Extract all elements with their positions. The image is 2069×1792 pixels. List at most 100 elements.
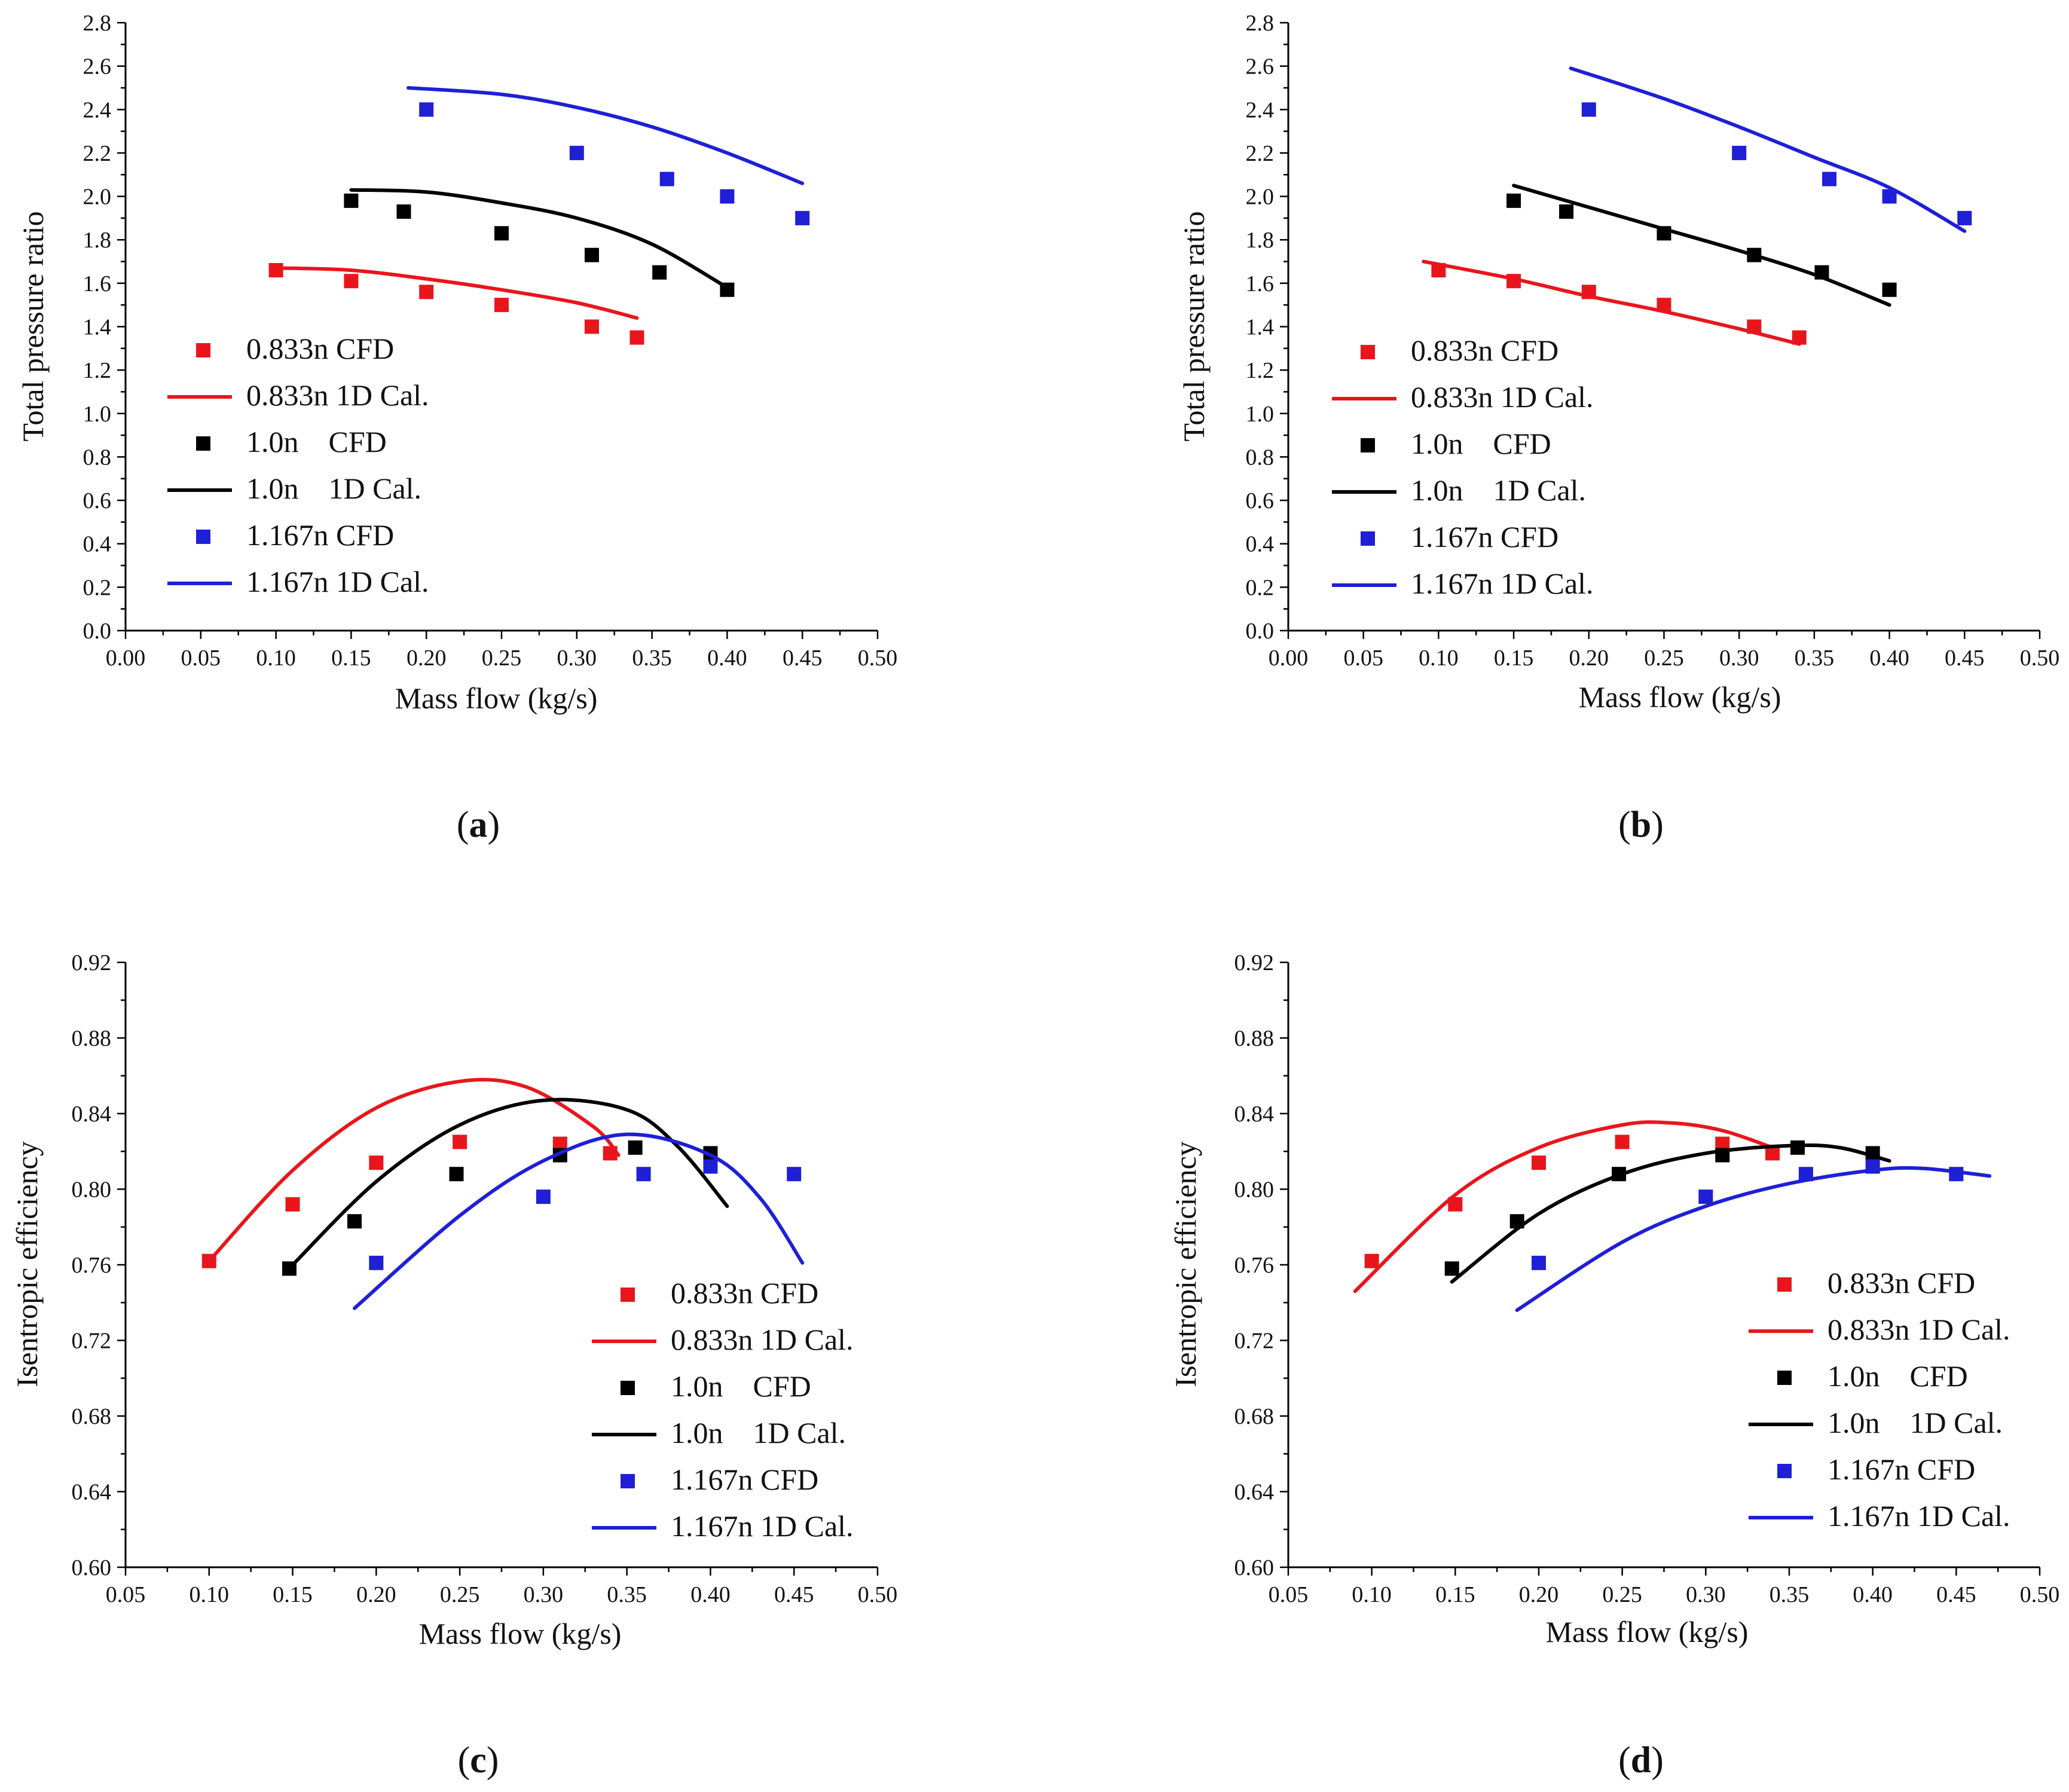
y-tick-label: 0.92 bbox=[1234, 950, 1275, 975]
x-tick-label: 0.40 bbox=[1869, 646, 1909, 671]
data-point-s0833 bbox=[1615, 1134, 1630, 1149]
data-point-s10 bbox=[344, 193, 359, 208]
y-tick-label: 0.2 bbox=[1246, 575, 1275, 600]
y-tick-label: 2.6 bbox=[1246, 54, 1275, 79]
series-line-s10 bbox=[349, 188, 729, 290]
panel-label-open-paren: ( bbox=[1618, 805, 1631, 845]
y-tick-label: 0.92 bbox=[72, 950, 112, 975]
data-point-s10 bbox=[652, 265, 667, 280]
x-tick-label: 0.05 bbox=[1269, 1582, 1309, 1607]
y-tick-label: 0.64 bbox=[1234, 1480, 1275, 1505]
legend-label: 1.167n CFD bbox=[246, 518, 394, 552]
y-tick-label: 0.88 bbox=[72, 1026, 112, 1051]
x-tick-label: 0.30 bbox=[557, 646, 597, 671]
legend-point-swatch bbox=[621, 1381, 635, 1395]
legend-label: 1.167n CFD bbox=[1827, 1452, 1975, 1486]
y-tick-label: 0.8 bbox=[83, 445, 112, 470]
x-tick-label: 0.05 bbox=[106, 1582, 146, 1607]
legend-point-swatch bbox=[196, 343, 210, 357]
panel-label-open-paren: ( bbox=[458, 1740, 470, 1781]
legend-label: 1.0n 1D Cal. bbox=[1827, 1406, 2003, 1439]
legend-label: 0.833n 1D Cal. bbox=[246, 378, 429, 412]
legend-label: 0.833n 1D Cal. bbox=[1411, 380, 1594, 414]
panel-label: (c) bbox=[458, 1740, 499, 1781]
x-tick-label: 0.35 bbox=[607, 1582, 647, 1607]
legend-label: 1.167n 1D Cal. bbox=[1827, 1499, 2010, 1533]
y-axis-title: Total pressure ratio bbox=[16, 211, 50, 441]
x-tick-label: 0.15 bbox=[273, 1582, 313, 1607]
x-axis-title: Mass flow (kg/s) bbox=[419, 1617, 622, 1650]
x-tick-label: 0.20 bbox=[1569, 646, 1609, 671]
legend-point-swatch bbox=[1777, 1371, 1792, 1385]
data-point-s0833 bbox=[419, 285, 434, 299]
y-tick-label: 2.4 bbox=[1246, 97, 1275, 123]
data-point-s1167 bbox=[419, 102, 434, 117]
data-point-s10 bbox=[1444, 1261, 1459, 1276]
x-tick-label: 0.00 bbox=[106, 646, 146, 671]
y-tick-label: 0.0 bbox=[1246, 619, 1275, 644]
data-point-s0833 bbox=[268, 263, 283, 278]
y-tick-label: 0.88 bbox=[1234, 1026, 1275, 1051]
x-tick-label: 0.35 bbox=[632, 646, 672, 671]
x-tick-label: 0.25 bbox=[1602, 1582, 1642, 1607]
legend-label: 0.833n 1D Cal. bbox=[671, 1323, 854, 1356]
y-tick-label: 0.6 bbox=[1246, 488, 1275, 513]
x-tick-label: 0.10 bbox=[1419, 646, 1459, 671]
x-axis-title: Mass flow (kg/s) bbox=[1546, 1615, 1749, 1649]
data-point-s1167 bbox=[369, 1255, 384, 1270]
y-tick-label: 0.0 bbox=[83, 619, 112, 644]
legend-label: 1.167n CFD bbox=[1411, 520, 1558, 553]
data-point-s1167 bbox=[569, 145, 584, 160]
y-tick-label: 0.6 bbox=[83, 488, 112, 513]
y-tick-label: 0.64 bbox=[72, 1480, 112, 1505]
data-point-s0833 bbox=[1364, 1253, 1379, 1268]
legend-point-swatch bbox=[1777, 1277, 1792, 1292]
y-axis-title: Total pressure ratio bbox=[1177, 211, 1211, 441]
x-tick-label: 0.25 bbox=[482, 646, 522, 671]
data-point-s1167 bbox=[536, 1189, 551, 1204]
panel-label-close-paren: ) bbox=[488, 805, 500, 845]
legend-label: 1.167n 1D Cal. bbox=[1411, 567, 1594, 600]
panel-label-letter: b bbox=[1631, 805, 1651, 845]
x-tick-label: 0.50 bbox=[858, 646, 898, 671]
y-tick-label: 0.68 bbox=[1234, 1404, 1275, 1429]
y-tick-label: 1.0 bbox=[1246, 402, 1275, 427]
x-tick-label: 0.50 bbox=[2020, 1582, 2060, 1607]
data-point-s0833 bbox=[344, 274, 359, 289]
data-point-s0833 bbox=[1532, 1155, 1546, 1170]
x-tick-label: 0.10 bbox=[256, 646, 296, 671]
x-tick-label: 0.45 bbox=[783, 646, 823, 671]
y-tick-label: 0.84 bbox=[72, 1102, 112, 1127]
y-tick-label: 0.80 bbox=[72, 1178, 112, 1203]
data-point-s1167 bbox=[1732, 145, 1747, 160]
legend-point-swatch bbox=[196, 530, 210, 544]
series-line-s1167 bbox=[407, 86, 805, 185]
x-tick-label: 0.10 bbox=[1352, 1582, 1392, 1607]
legend-label: 0.833n CFD bbox=[246, 332, 394, 365]
x-tick-label: 0.05 bbox=[1343, 646, 1383, 671]
x-tick-label: 0.40 bbox=[1853, 1582, 1893, 1607]
x-tick-label: 0.50 bbox=[2020, 646, 2060, 671]
series-line-s0833 bbox=[1422, 259, 1801, 346]
y-tick-label: 1.6 bbox=[83, 271, 112, 296]
panel-label: (d) bbox=[1618, 1740, 1664, 1781]
series-line-s0833 bbox=[1353, 1120, 1775, 1293]
legend-label: 1.167n 1D Cal. bbox=[246, 565, 429, 598]
y-tick-label: 0.80 bbox=[1234, 1178, 1275, 1203]
legend-label: 1.0n CFD bbox=[1827, 1359, 1968, 1393]
y-tick-label: 0.76 bbox=[72, 1253, 112, 1278]
data-point-s1167 bbox=[787, 1167, 802, 1182]
x-tick-label: 0.20 bbox=[356, 1582, 396, 1607]
x-tick-label: 0.50 bbox=[858, 1582, 898, 1607]
y-tick-label: 1.0 bbox=[83, 402, 112, 427]
legend-label: 0.833n CFD bbox=[1411, 334, 1558, 367]
legend-label: 1.0n 1D Cal. bbox=[671, 1416, 846, 1449]
legend-label: 0.833n CFD bbox=[671, 1276, 818, 1310]
legend-label: 1.0n 1D Cal. bbox=[246, 472, 421, 505]
legend-point-swatch bbox=[1361, 438, 1375, 452]
legend-label: 1.0n CFD bbox=[671, 1369, 811, 1403]
y-tick-label: 0.4 bbox=[83, 532, 112, 557]
panel-label-letter: a bbox=[469, 805, 488, 845]
y-tick-label: 1.2 bbox=[83, 358, 112, 383]
y-tick-label: 1.4 bbox=[1246, 315, 1275, 340]
